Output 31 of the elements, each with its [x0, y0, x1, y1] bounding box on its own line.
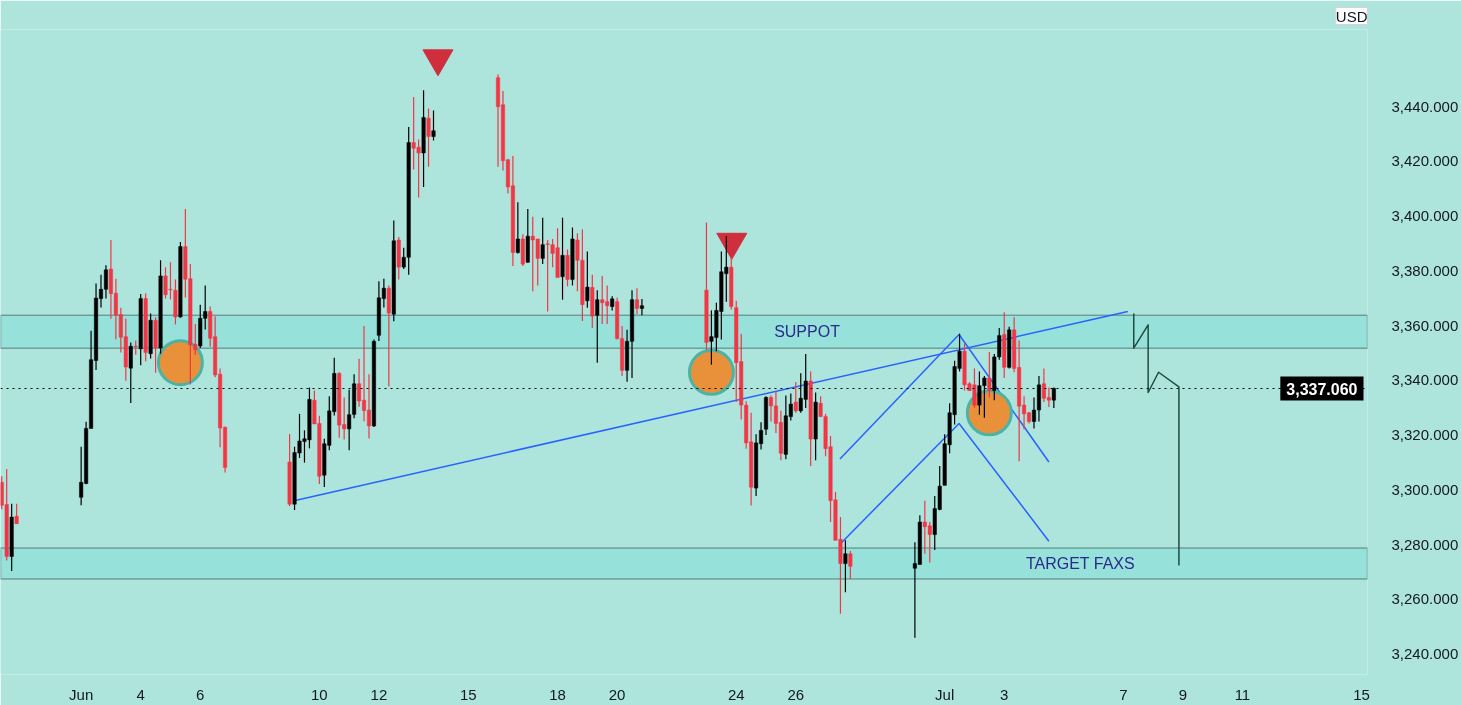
y-tick-label: 3,340.000 [1391, 371, 1459, 389]
y-tick-label: 3,280.000 [1391, 535, 1459, 553]
x-tick-label: 10 [311, 685, 328, 703]
x-tick-label: 20 [608, 685, 626, 703]
x-tick-label: 7 [1119, 685, 1128, 703]
x-tick-label: 6 [196, 685, 205, 703]
x-tick-label: Jul [935, 685, 955, 703]
band-label: TARGET FAXS [1025, 554, 1135, 572]
x-tick-label: 15 [459, 685, 477, 703]
y-tick-label: 3,380.000 [1391, 261, 1459, 279]
x-tick-label: 3 [1000, 685, 1009, 703]
text: USD [1335, 7, 1368, 25]
y-tick-label: 3,240.000 [1391, 645, 1459, 663]
y-tick-label: 3,320.000 [1391, 426, 1459, 444]
x-tick-label: 18 [549, 685, 566, 703]
x-tick-label: 11 [1234, 685, 1251, 703]
y-tick-label: 3,260.000 [1391, 590, 1459, 608]
y-tick-label: 3,360.000 [1391, 316, 1459, 334]
y-tick-label: 3,400.000 [1391, 207, 1459, 225]
y-tick-label: 3,300.000 [1391, 480, 1459, 498]
x-tick-label: Jun [69, 685, 94, 703]
x-tick-label: 15 [1353, 685, 1370, 703]
x-tick-label: 12 [370, 685, 388, 703]
x-tick-label: 24 [727, 685, 745, 703]
y-tick-label: 3,440.000 [1391, 97, 1459, 115]
x-tick-label: 9 [1178, 685, 1188, 703]
band-label: SUPPOT [774, 323, 841, 341]
ref-line-label: 3,337.060 [1286, 380, 1358, 398]
x-tick-label: 4 [136, 685, 145, 703]
y-tick-label: 3,420.000 [1391, 152, 1459, 170]
x-tick-label: 26 [787, 685, 805, 703]
